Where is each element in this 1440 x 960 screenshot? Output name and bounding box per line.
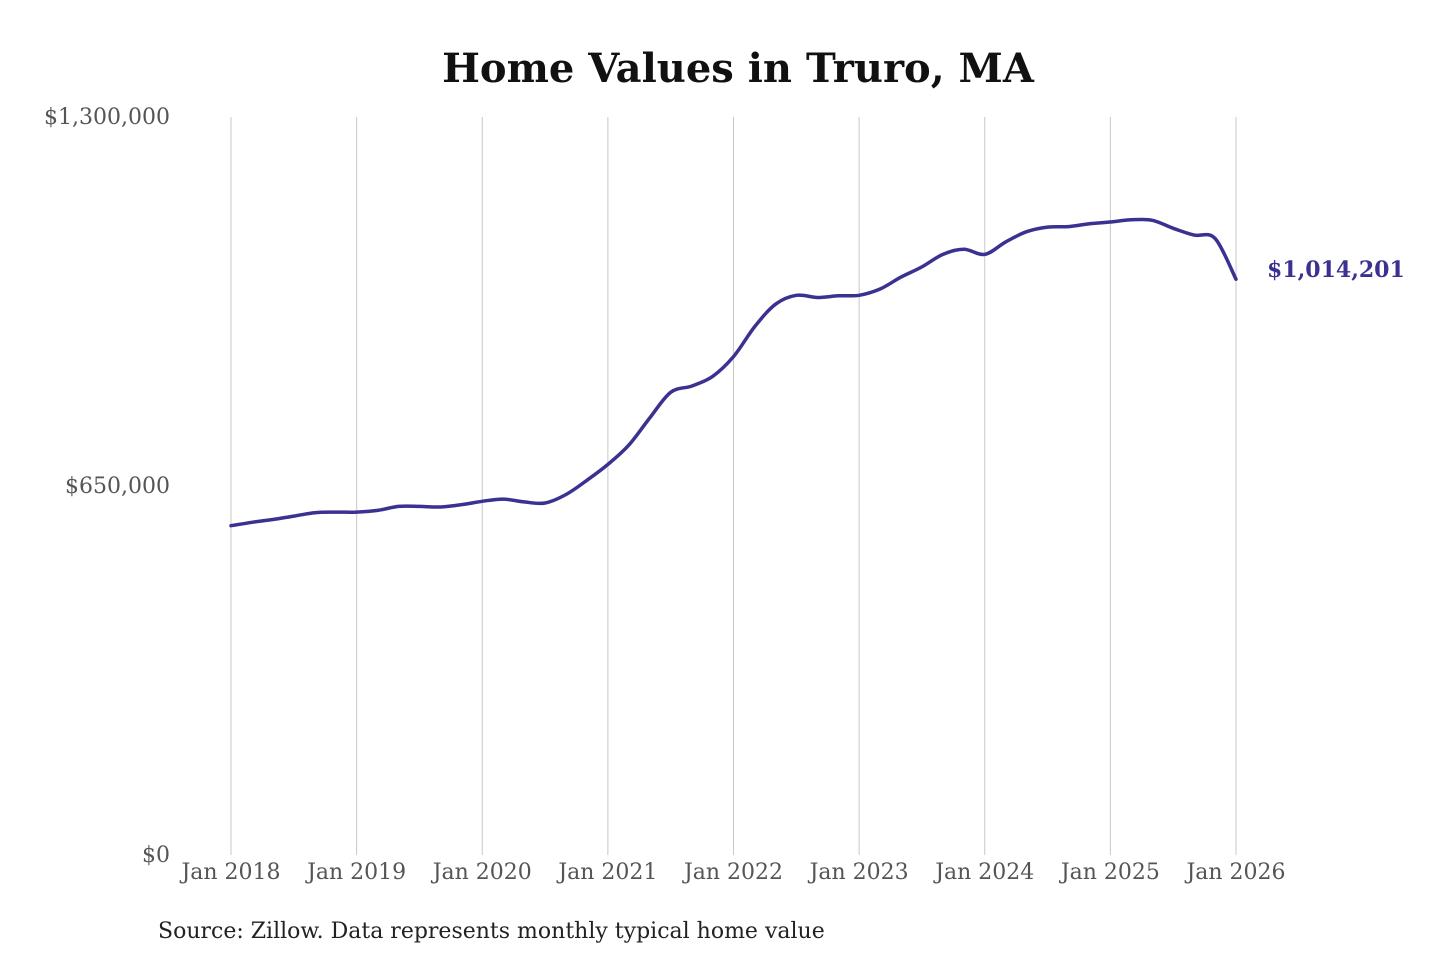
- series-layer: $1,014,201: [229, 217, 1405, 528]
- y-tick-label: $0: [142, 843, 170, 868]
- x-tick-label: Jan 2022: [682, 860, 783, 885]
- x-tick-label: Jan 2019: [305, 860, 406, 885]
- chart-title: Home Values in Truro, MA: [442, 45, 1035, 92]
- x-tick-label: Jan 2023: [808, 860, 909, 885]
- series-line-home-value: [229, 217, 1238, 528]
- x-tick-label: Jan 2020: [431, 860, 532, 885]
- source-note: Source: Zillow. Data represents monthly …: [158, 919, 825, 944]
- y-tick-label: $1,300,000: [44, 105, 170, 130]
- x-tick-label: Jan 2021: [556, 860, 657, 885]
- x-axis-tick-labels: Jan 2018 Jan 2019 Jan 2020 Jan 2021 Jan 2022…: [179, 860, 1285, 885]
- x-tick-label: Jan 2018: [179, 860, 280, 885]
- x-tick-label: Jan 2025: [1059, 860, 1160, 885]
- y-axis-tick-labels: $0 $650,000 $1,300,000: [44, 105, 170, 868]
- x-tick-label: Jan 2024: [933, 860, 1034, 885]
- y-tick-label: $650,000: [65, 474, 170, 499]
- end-value-label: $1,014,201: [1267, 257, 1405, 283]
- gridlines: [230, 117, 1237, 855]
- x-tick-label: Jan 2026: [1184, 860, 1285, 885]
